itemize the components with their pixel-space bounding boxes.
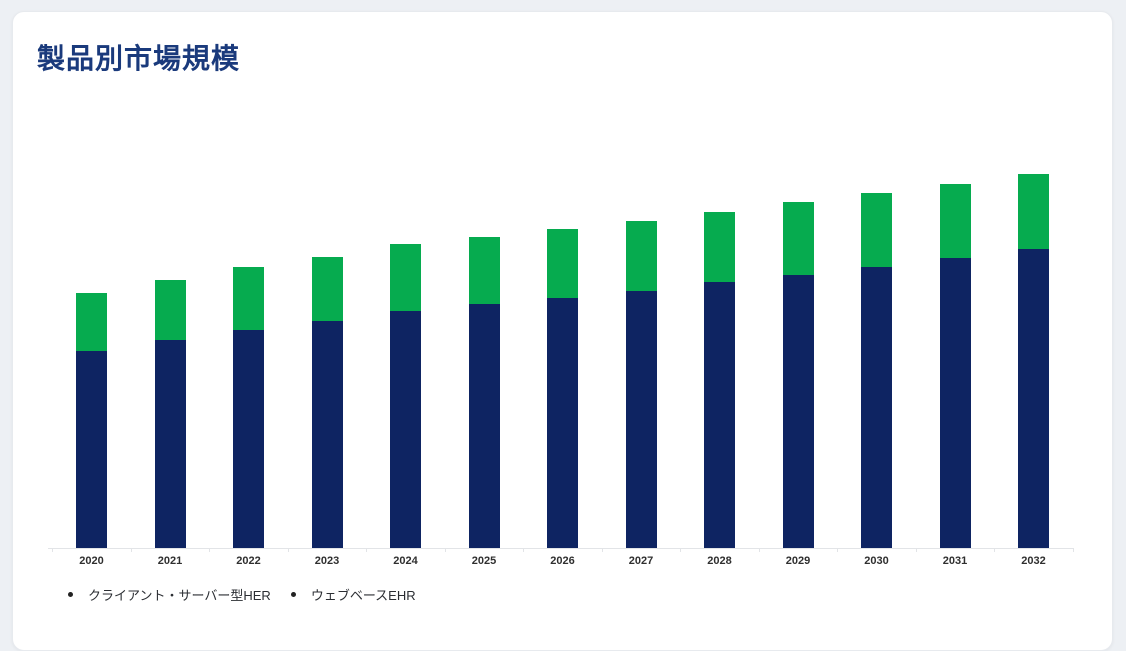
x-axis-label: 2031 [942,555,968,567]
bar-2031[interactable] [939,184,971,548]
x-axis-label: 2026 [550,555,575,567]
bar-2030[interactable] [861,193,892,548]
legend-label-web-based: ウェブベースEHR [310,588,416,603]
chart-card: 製品別市場規模 2020 2021 2022 2023 2024 2025 2026 2027… [12,11,1113,651]
bars-container [76,174,1049,548]
x-axis-label: 2025 [471,555,497,567]
bar-segment-client-server[interactable] [154,340,186,548]
x-axis-label: 2028 [707,555,732,567]
bar-segment-web-based[interactable] [1018,174,1049,249]
axis-tick [52,548,54,552]
bar-segment-client-server[interactable] [311,321,343,548]
bar-segment-client-server[interactable] [704,282,735,548]
axis-tick [601,548,603,552]
bar-segment-client-server[interactable] [782,275,814,548]
axis-tick [130,548,132,552]
bar-segment-web-based[interactable] [939,184,971,258]
bar-segment-web-based[interactable] [625,221,657,291]
axis-tick [287,548,289,552]
axis-tick [444,548,446,552]
axis-tick [758,548,760,552]
bar-2029[interactable] [782,202,814,548]
x-axis-label: 2022 [236,555,261,567]
legend-bullet-icon [290,592,296,597]
axis-tick [680,548,682,552]
bar-segment-web-based[interactable] [311,257,343,321]
bar-2027[interactable] [625,221,657,548]
legend-item-client-server[interactable]: クライアント・サーバー型HER [68,585,271,604]
x-axis-label: 2027 [628,555,654,567]
bar-2025[interactable] [468,237,500,548]
bar-segment-client-server[interactable] [390,311,421,548]
x-axis-label: 2029 [785,555,811,567]
x-axis-label: 2032 [1021,555,1046,567]
axis-tick [1072,548,1074,552]
bar-segment-client-server[interactable] [625,291,657,548]
x-axis-label: 2021 [157,555,183,567]
axis-tick [915,548,917,552]
bar-segment-web-based[interactable] [547,229,578,298]
bar-2021[interactable] [154,280,186,548]
bar-2026[interactable] [547,229,578,548]
stacked-bar-chart: 2020 2021 2022 2023 2024 2025 2026 2027 2028 2029… [48,129,1074,567]
legend-item-web-based[interactable]: ウェブベースEHR [290,585,416,604]
x-axis-labels: 2020 2021 2022 2023 2024 2025 2026 2027 2028 2029… [76,555,1049,567]
bar-segment-web-based[interactable] [390,244,421,311]
chart-title: 製品別市場規模 [37,43,241,74]
bar-segment-client-server[interactable] [861,267,892,548]
bar-segment-client-server[interactable] [547,298,578,548]
legend-label-client-server: クライアント・サーバー型HER [88,588,271,603]
x-axis-label: 2024 [393,555,418,567]
axis-tick [837,548,839,552]
bar-2022[interactable] [233,267,264,548]
bar-2020[interactable] [76,293,107,548]
bar-segment-web-based[interactable] [76,293,107,351]
axis-tick [994,548,996,552]
bar-segment-web-based[interactable] [861,193,892,267]
x-axis-label: 2030 [864,555,889,567]
bar-segment-web-based[interactable] [468,237,500,304]
bar-segment-client-server[interactable] [1018,249,1049,548]
bar-segment-web-based[interactable] [704,212,735,282]
bar-segment-client-server[interactable] [939,258,971,548]
legend-bullet-icon [68,592,73,597]
axis-tick [209,548,211,552]
x-axis-label: 2023 [314,555,340,567]
bar-segment-client-server[interactable] [233,330,264,548]
bar-segment-web-based[interactable] [782,202,814,275]
bar-segment-web-based[interactable] [233,267,264,330]
bar-2024[interactable] [390,244,421,548]
axis-tick [523,548,525,552]
bar-segment-client-server[interactable] [76,351,107,548]
chart-legend: クライアント・サーバー型HER ウェブベースEHR [68,585,1112,604]
bar-2023[interactable] [311,257,343,548]
bar-segment-web-based[interactable] [154,280,186,340]
bar-2028[interactable] [704,212,735,548]
axis-tick [366,548,368,552]
x-axis-label: 2020 [79,555,104,567]
bar-2032[interactable] [1018,174,1049,548]
bar-segment-client-server[interactable] [468,304,500,548]
